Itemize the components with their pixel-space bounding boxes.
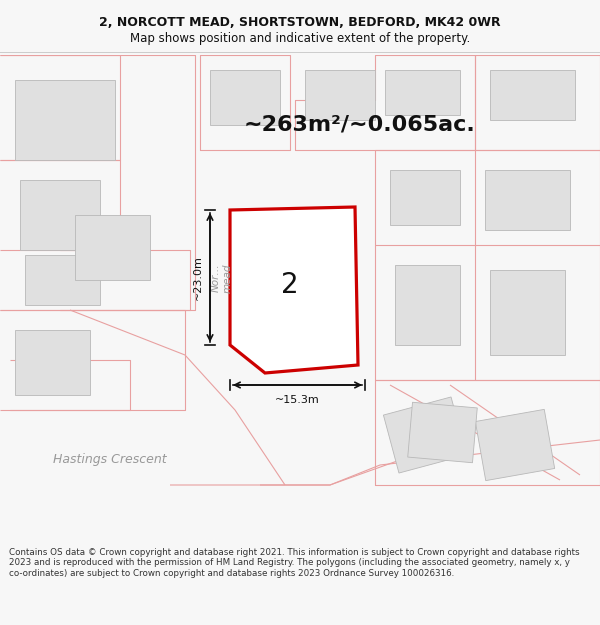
Text: Map shows position and indicative extent of the property.: Map shows position and indicative extent… — [130, 32, 470, 45]
Bar — [15, 80, 115, 160]
Bar — [490, 70, 575, 120]
Bar — [390, 170, 460, 225]
Text: 2: 2 — [281, 271, 299, 299]
Bar — [25, 255, 100, 305]
Bar — [20, 180, 100, 250]
Text: Contains OS data © Crown copyright and database right 2021. This information is : Contains OS data © Crown copyright and d… — [9, 548, 580, 578]
Text: ~263m²/~0.065ac.: ~263m²/~0.065ac. — [244, 115, 476, 135]
PathPatch shape — [230, 207, 358, 373]
Bar — [385, 70, 460, 115]
Text: 2, NORCOTT MEAD, SHORTSTOWN, BEDFORD, MK42 0WR: 2, NORCOTT MEAD, SHORTSTOWN, BEDFORD, MK… — [99, 16, 501, 29]
Bar — [485, 170, 570, 230]
Bar — [475, 409, 554, 481]
Bar — [490, 270, 565, 355]
Bar — [395, 265, 460, 345]
Bar — [15, 330, 90, 395]
Text: ~15.3m: ~15.3m — [275, 395, 320, 405]
Text: Hastings Crescent: Hastings Crescent — [53, 454, 167, 466]
Bar — [245, 240, 330, 325]
Text: ~23.0m: ~23.0m — [193, 255, 203, 300]
Bar — [383, 397, 467, 473]
Bar — [408, 402, 477, 462]
Bar — [305, 70, 375, 120]
Bar — [210, 70, 280, 125]
Bar — [75, 215, 150, 280]
Text: Nor…
mead: Nor… mead — [211, 263, 233, 292]
